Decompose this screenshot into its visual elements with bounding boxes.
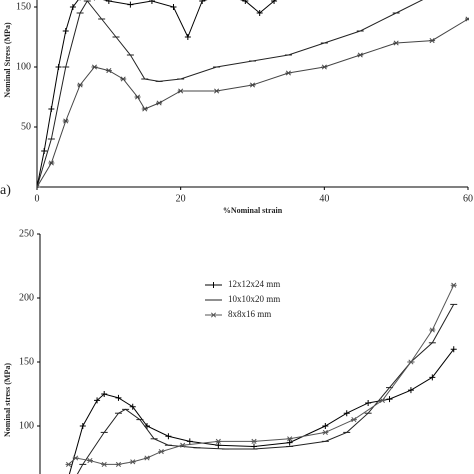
marker bbox=[158, 449, 165, 455]
y-tick-label: 50 bbox=[21, 121, 31, 132]
marker bbox=[115, 394, 122, 401]
marker bbox=[407, 359, 414, 365]
marker bbox=[69, 4, 76, 10]
marker bbox=[115, 461, 122, 467]
marker bbox=[120, 76, 127, 82]
marker bbox=[251, 438, 257, 444]
x-tick-label: 40 bbox=[319, 193, 329, 204]
marker bbox=[186, 438, 193, 445]
marker bbox=[101, 391, 108, 397]
marker bbox=[129, 403, 136, 410]
marker bbox=[393, 40, 400, 46]
series-line bbox=[76, 304, 455, 474]
marker bbox=[429, 327, 436, 333]
marker bbox=[251, 443, 257, 450]
marker bbox=[141, 106, 148, 112]
marker bbox=[41, 148, 48, 154]
marker bbox=[105, 0, 112, 4]
marker bbox=[72, 455, 79, 461]
legend-label: 10x10x20 mm bbox=[228, 294, 280, 304]
marker bbox=[101, 461, 108, 467]
plot-area bbox=[65, 282, 458, 474]
marker bbox=[48, 160, 55, 166]
marker bbox=[48, 106, 55, 112]
marker bbox=[77, 82, 84, 88]
y-axis-label: Nominal stress (MPa) bbox=[3, 363, 12, 437]
x-axis-label: %Nominal strain bbox=[223, 206, 283, 215]
marker bbox=[322, 429, 329, 435]
marker bbox=[105, 68, 112, 74]
marker bbox=[215, 438, 222, 444]
marker bbox=[65, 461, 72, 467]
marker bbox=[343, 410, 350, 417]
marker bbox=[242, 0, 249, 4]
x-tick-label: 20 bbox=[176, 193, 186, 204]
marker bbox=[86, 458, 93, 464]
marker bbox=[55, 64, 62, 70]
x-tick-label: 0 bbox=[35, 193, 40, 204]
marker bbox=[37, 184, 40, 188]
marker bbox=[215, 442, 222, 449]
marker bbox=[322, 423, 329, 429]
y-tick-label: 100 bbox=[16, 61, 31, 72]
marker bbox=[429, 38, 436, 44]
y-tick-label: 200 bbox=[19, 292, 34, 303]
marker bbox=[429, 374, 436, 381]
plot-area bbox=[37, 0, 469, 188]
marker bbox=[379, 397, 386, 403]
x-tick-label: 60 bbox=[463, 193, 473, 204]
marker bbox=[165, 433, 172, 440]
marker bbox=[249, 82, 256, 88]
marker bbox=[179, 442, 186, 448]
marker bbox=[156, 100, 163, 106]
marker bbox=[357, 52, 364, 58]
series-line bbox=[37, 0, 424, 188]
marker bbox=[450, 282, 457, 288]
legend-label: 8x8x16 mm bbox=[228, 309, 271, 319]
marker bbox=[286, 436, 293, 442]
marker bbox=[170, 4, 177, 10]
legend-label: 12x12x24 mm bbox=[228, 279, 280, 289]
marker bbox=[256, 10, 263, 16]
marker bbox=[62, 28, 69, 34]
marker bbox=[465, 16, 469, 22]
marker bbox=[450, 346, 457, 353]
legend-marker bbox=[210, 282, 217, 288]
marker bbox=[177, 88, 184, 94]
marker bbox=[407, 387, 414, 394]
marker bbox=[213, 88, 220, 94]
marker bbox=[62, 118, 69, 124]
y-tick-label: 150 bbox=[16, 1, 31, 12]
marker bbox=[350, 417, 357, 423]
marker bbox=[79, 423, 86, 429]
marker bbox=[365, 399, 372, 406]
y-axis-label: Nominal Stress (MPa) bbox=[3, 22, 12, 98]
marker bbox=[144, 455, 150, 461]
marker bbox=[134, 94, 141, 100]
marker bbox=[321, 64, 328, 70]
marker bbox=[286, 439, 293, 446]
y-tick-label: 150 bbox=[19, 356, 34, 367]
series-line bbox=[68, 284, 455, 465]
series-line bbox=[37, 0, 277, 188]
marker bbox=[129, 459, 136, 465]
marker bbox=[199, 0, 206, 4]
marker bbox=[127, 1, 134, 8]
marker bbox=[91, 64, 98, 70]
marker bbox=[271, 0, 278, 4]
series-line bbox=[68, 348, 455, 474]
marker bbox=[285, 70, 292, 76]
legend-marker bbox=[210, 312, 217, 318]
y-tick-label: 250 bbox=[19, 228, 34, 239]
marker bbox=[148, 0, 155, 4]
marker bbox=[386, 396, 393, 403]
panel-label: a) bbox=[0, 183, 11, 198]
series-line bbox=[37, 18, 469, 188]
marker bbox=[94, 397, 101, 404]
marker bbox=[184, 34, 191, 40]
y-tick-label: 100 bbox=[19, 420, 34, 431]
